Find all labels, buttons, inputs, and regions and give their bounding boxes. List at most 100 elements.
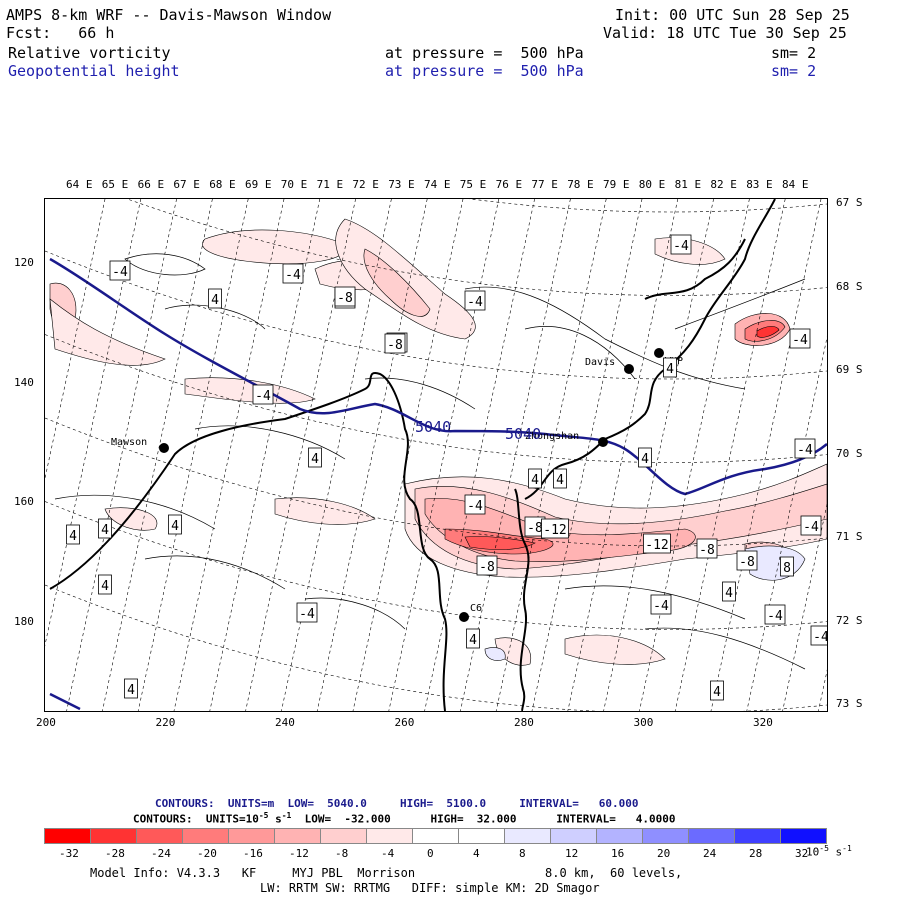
vorticity-label-box [764, 604, 786, 625]
vorticity-label-box [670, 234, 692, 255]
height-contour-sw [49, 692, 81, 711]
vorticity-label-box [794, 438, 816, 459]
height-label-2: 5040 [505, 425, 541, 443]
footer-physics: LW: RRTM SW: RRTMG DIFF: simple KM: 2D S… [260, 881, 600, 895]
x-tick-label: 280 [514, 716, 534, 729]
vorticity-label: -4 [794, 438, 816, 459]
vorticity-label: 4 [722, 581, 736, 602]
lon-label: 73 E [388, 178, 415, 191]
lon-label: 64 E [66, 178, 93, 191]
colorbar-label: -28 [105, 847, 125, 860]
vorticity-label-text: -8 [387, 338, 403, 353]
vorticity-contour-labels: -4-4-4-4-4-4-4-4-4-4-4-4-4-4-4-8-8-8-8-8… [66, 234, 827, 701]
vorticity-label: 4 [66, 524, 80, 545]
colorbar-unit-s-exp: -1 [842, 844, 852, 853]
lat-label: 70 S [836, 446, 863, 460]
coastline [49, 199, 776, 711]
vorticity-label: 8 [780, 556, 794, 577]
colorbar-label: -12 [289, 847, 309, 860]
colorbar-swatch [596, 828, 643, 844]
height-contour-5040 [49, 257, 827, 496]
vorticity-label-box [296, 602, 318, 623]
vorticity-label-box [334, 286, 356, 307]
field-2-smooth: sm= 2 [771, 62, 817, 80]
vorticity-label: -12 [643, 533, 671, 554]
footer-resolution: 8.0 km, 60 levels, [545, 866, 683, 880]
vorticity-label-box [528, 468, 542, 489]
vorticity-label-box [780, 556, 794, 577]
lon-label: 83 E [746, 178, 773, 191]
parallel-line [45, 501, 827, 630]
vorticity-label-text: 4 [171, 519, 179, 534]
map-canvas: Mawson Davis WHP Zhongshan C6 5040 5040 … [45, 199, 827, 711]
vorticity-label: -4 [296, 602, 318, 623]
lon-label: 70 E [280, 178, 308, 191]
vorticity-label-text: -8 [699, 543, 715, 558]
colorbar-label: -24 [151, 847, 171, 860]
vorticity-label-text: 4 [641, 452, 649, 467]
lon-label: 66 E [137, 178, 165, 191]
vorticity-label-text: -4 [467, 295, 483, 310]
vorticity-label: -8 [696, 538, 718, 559]
colorbar-swatch [320, 828, 367, 844]
vorticity-label: -8 [524, 516, 546, 537]
vorticity-label: -8 [334, 286, 356, 307]
vorticity-label-box [124, 678, 138, 699]
lon-label: 76 E [495, 178, 523, 191]
vorticity-label-box [98, 518, 112, 539]
vorticity-label: 4 [98, 518, 112, 539]
parallel-line [45, 250, 827, 380]
colorbar-label: 24 [703, 847, 717, 860]
vorticity-label-box [464, 290, 486, 311]
vorticity-label-text: -4 [255, 389, 271, 404]
vorticity-label-box [109, 260, 131, 281]
station-label-c6: C6 [470, 603, 482, 614]
vorticity-label-box [663, 357, 677, 378]
vorticity-label-box [464, 494, 486, 515]
colorbar-label: -4 [381, 847, 395, 860]
vorticity-label: -4 [464, 494, 486, 515]
vorticity-label-box [98, 574, 112, 595]
vorticity-label-box [789, 328, 811, 349]
forecast-hours: 66 h [78, 24, 115, 42]
colorbar-label: 8 [519, 847, 526, 860]
vorticity-label-text: -4 [467, 499, 483, 514]
vorticity-label-text: -8 [739, 555, 755, 570]
colorbar-swatch [44, 828, 91, 844]
height-label-1: 5040 [415, 418, 451, 436]
station-dot-whp [654, 348, 664, 358]
colorbar-swatch [412, 828, 459, 844]
station-dot-davis [624, 364, 634, 374]
lon-label: 71 E [316, 178, 344, 191]
vorticity-label-box [476, 555, 498, 576]
y-tick-label: 160 [14, 495, 34, 508]
vorticity-label: -4 [252, 384, 274, 405]
vorticity-label: -4 [464, 290, 486, 311]
lat-label: 71 S [836, 530, 863, 543]
vorticity-shading [49, 218, 827, 666]
meridian-line [495, 199, 607, 711]
vorticity-label: 4 [710, 680, 724, 701]
y-tick-label: 120 [14, 256, 34, 269]
vorticity-label: 4 [638, 447, 652, 468]
vorticity-contours [54, 253, 806, 670]
colorbar-label: 16 [611, 847, 625, 860]
colorbar-swatch [228, 828, 275, 844]
vorticity-label: -4 [789, 328, 811, 349]
lon-label: 72 E [352, 178, 379, 191]
vorticity-label-text: 4 [666, 362, 674, 377]
meridian-line [639, 199, 750, 711]
vorticity-label-text: 4 [311, 452, 319, 467]
lon-label: 69 E [245, 178, 272, 191]
vorticity-label-box [638, 447, 652, 468]
vorticity-label-box [696, 538, 718, 559]
y-tick-label: 180 [14, 614, 34, 628]
contour-info-vort-unitsup: -1 [281, 811, 292, 820]
field-2-level: at pressure = 500 hPa [385, 62, 584, 80]
station-label-mawson: Mawson [111, 437, 147, 448]
lon-label: 80 E [638, 178, 666, 191]
lat-label: 68 S [836, 279, 863, 293]
vorticity-label-box [208, 288, 222, 309]
vorticity-label-text: -4 [797, 443, 813, 458]
field-1-level: at pressure = 500 hPa [385, 44, 584, 62]
